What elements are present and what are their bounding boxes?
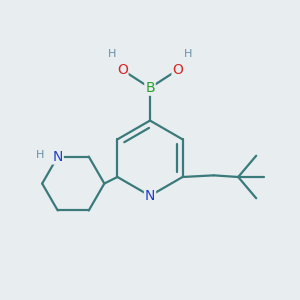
Text: H: H bbox=[108, 49, 117, 59]
Text: N: N bbox=[52, 150, 63, 164]
Text: B: B bbox=[145, 81, 155, 95]
Text: O: O bbox=[172, 63, 183, 77]
Text: O: O bbox=[117, 63, 128, 77]
Text: H: H bbox=[35, 150, 44, 160]
Text: N: N bbox=[145, 189, 155, 203]
Text: H: H bbox=[183, 49, 192, 59]
